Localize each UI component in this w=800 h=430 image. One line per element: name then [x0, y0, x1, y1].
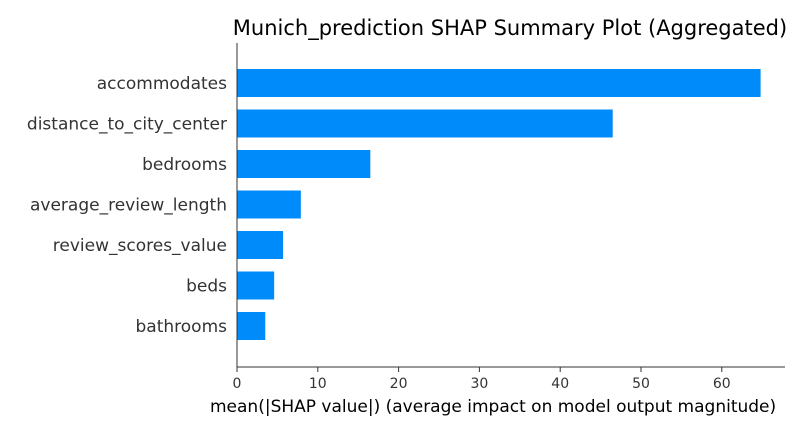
x-tick-label: 30 — [470, 376, 488, 392]
bar-review-scores-value — [237, 231, 284, 259]
x-tick-label: 0 — [233, 376, 242, 392]
category-label: bathrooms — [136, 317, 228, 337]
bar-beds — [237, 271, 275, 300]
bar-accommodates — [237, 69, 761, 97]
category-label: accommodates — [97, 74, 227, 94]
bar-distance-to-city-center — [237, 109, 613, 138]
x-axis-label: mean(|SHAP value|) (average impact on mo… — [210, 397, 776, 417]
chart-title: Munich_prediction SHAP Summary Plot (Agg… — [233, 16, 787, 41]
x-tick-label: 40 — [551, 376, 569, 392]
category-label: review_scores_value — [53, 236, 227, 256]
category-labels: accommodates distance_to_city_centerbedro… — [27, 74, 227, 337]
x-ticks: 0 10 20 30 40 50 60 — [233, 367, 731, 392]
x-tick-label: 50 — [632, 376, 650, 392]
bars-group — [237, 69, 761, 340]
category-label: average_review_length — [30, 196, 227, 216]
category-label: distance_to_city_center — [27, 115, 227, 135]
x-tick-label: 60 — [713, 376, 731, 392]
bar-bathrooms — [237, 312, 266, 340]
x-tick-label: 20 — [390, 376, 408, 392]
x-tick-label: 10 — [309, 376, 327, 392]
category-label: beds — [186, 277, 227, 297]
category-label: bedrooms — [142, 155, 227, 175]
bar-average-review-length — [237, 190, 301, 219]
bar-bedrooms — [237, 150, 371, 178]
